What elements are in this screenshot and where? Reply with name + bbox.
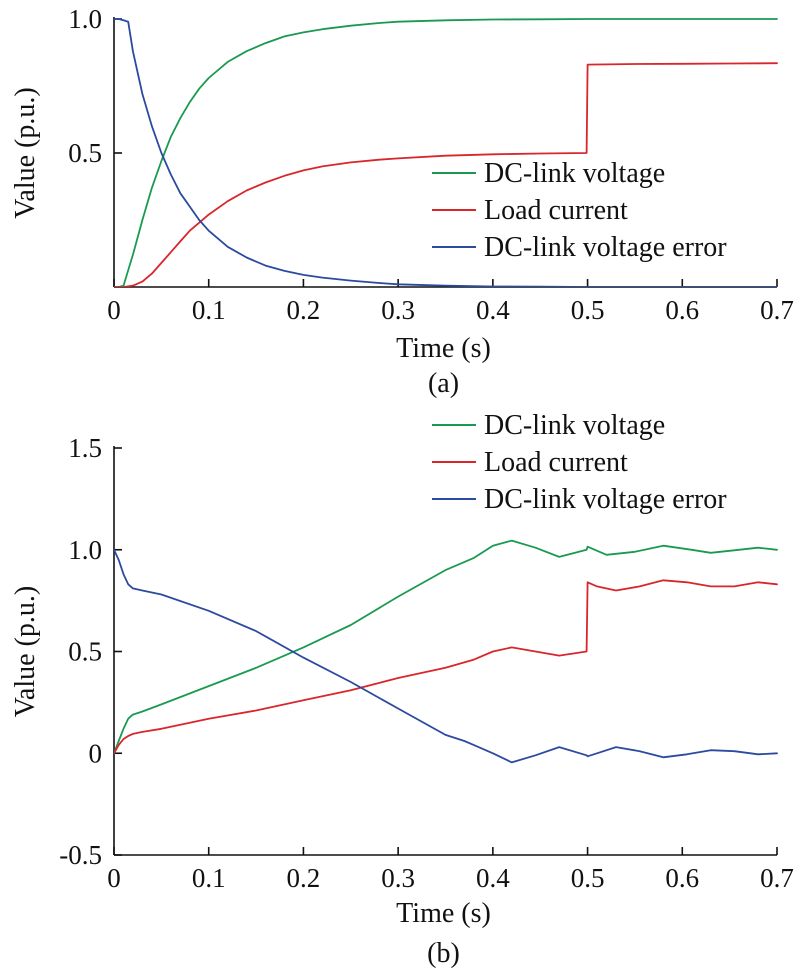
series-group [114, 539, 778, 764]
legend-label-dc-link-voltage-error: DC-link voltage error [484, 232, 727, 263]
legend: DC-link voltage Load current DC-link volta… [432, 158, 727, 263]
x-tick-label: 0.4 [476, 863, 510, 893]
y-axis-label: Value (p.u.) [10, 87, 41, 218]
x-tick-label: 0.2 [287, 295, 321, 325]
x-axis-label: Time (s) [396, 898, 491, 929]
y-tick-label: -0.5 [59, 840, 102, 870]
series-line-load-current [114, 579, 778, 755]
x-tick-label: 0.5 [571, 295, 605, 325]
x-tick-label: 0 [107, 295, 121, 325]
legend-label-dc-link-voltage-error: DC-link voltage error [484, 484, 727, 515]
legend-label-load-current: Load current [484, 447, 628, 478]
series-line-dc-link-voltage [114, 539, 778, 755]
chart-panel-0: 0 0.1 0.2 0.3 0.4 0.5 0.6 0.7 0.5 1.0 Time (s) Valu… [10, 4, 794, 399]
series-group [114, 18, 778, 287]
y-tick-label: 1.5 [68, 433, 102, 463]
x-tick-label: 0 [107, 863, 121, 893]
x-tick-label: 0.6 [665, 863, 699, 893]
x-tick-label: 0.7 [760, 295, 794, 325]
x-tick-label: 0.6 [665, 295, 699, 325]
y-axis-label: Value (p.u.) [10, 586, 41, 717]
x-tick-label: 0.1 [192, 863, 226, 893]
series-line-dc-link-voltage-error [114, 18, 778, 287]
legend-label-dc-link-voltage: DC-link voltage [484, 410, 665, 441]
chart-panel-1: 0 0.1 0.2 0.3 0.4 0.5 0.6 0.7-0.500.51.01.5Time… [10, 410, 794, 969]
series-line-load-current [114, 62, 778, 287]
x-tick-label: 0.3 [381, 863, 415, 893]
x-axis-label: Time (s) [396, 333, 491, 364]
y-tick-label: 0.5 [68, 637, 102, 667]
legend-label-dc-link-voltage: DC-link voltage [484, 158, 665, 189]
y-tick-label: 0.5 [68, 138, 102, 168]
legend-label-load-current: Load current [484, 195, 628, 226]
y-tick-label: 1.0 [68, 535, 102, 565]
series-line-dc-link-voltage [114, 18, 778, 287]
y-tick-label: 1.0 [68, 4, 102, 34]
x-tick-label: 0.4 [476, 295, 510, 325]
panel-caption: (a) [428, 368, 459, 399]
series-line-dc-link-voltage-error [114, 548, 778, 764]
x-tick-label: 0.2 [287, 863, 321, 893]
panel-caption: (b) [427, 938, 460, 969]
x-tick-label: 0.1 [192, 295, 226, 325]
y-tick-label: 0 [89, 738, 103, 768]
x-tick-label: 0.7 [760, 863, 794, 893]
x-tick-label: 0.3 [381, 295, 415, 325]
legend: DC-link voltage Load current DC-link volta… [432, 410, 727, 515]
x-tick-label: 0.5 [571, 863, 605, 893]
